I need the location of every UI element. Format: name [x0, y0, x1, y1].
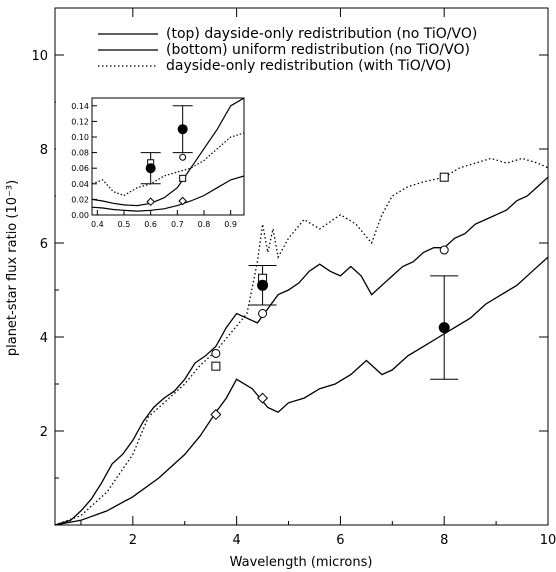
series-top-dayside-no-tio	[54, 176, 549, 526]
inset-y-tick-label: 0.14	[71, 102, 89, 111]
x-axis-label: Wavelength (microns)	[230, 555, 373, 570]
inset-y-tick-label: 0.10	[71, 133, 89, 142]
inset-plot: 0.4 0.5 0.6 0.7 0.8 0.9 0.00 0.02 0.04 0.06 0.08 0.…	[56, 92, 248, 232]
inset-x-tick-label: 0.5	[118, 220, 131, 229]
inset-x-tick-label: 0.4	[91, 220, 104, 229]
open-circle-marker	[258, 309, 268, 318]
inset-y-tick-label: 0.02	[71, 195, 89, 204]
y-tick-label: 4	[40, 331, 48, 346]
open-circle-marker	[179, 153, 187, 161]
inset-y-tick-label: 0.00	[71, 211, 89, 220]
open-circle-marker	[211, 348, 221, 358]
y-tick-label: 10	[31, 49, 48, 64]
inset-y-tick-label: 0.04	[71, 180, 89, 189]
x-tick-label: 6	[336, 533, 344, 548]
legend-entry: dayside-only redistribution (with TiO/VO…	[166, 58, 451, 74]
inset-y-tick-label: 0.08	[71, 149, 89, 158]
legend-entry: (bottom) uniform redistribution (no TiO/…	[166, 42, 470, 58]
main-plot: 2 4 6 8 10 2 4 6 8 10	[31, 7, 556, 548]
x-tick-label: 10	[540, 533, 556, 548]
x-tick-label: 2	[129, 533, 137, 548]
inset-x-tick-label: 0.9	[224, 220, 237, 229]
inset-series-line	[92, 132, 244, 197]
inset-series-line	[92, 98, 244, 207]
inset-x-tick-label: 0.6	[144, 220, 157, 229]
y-axis-label: planet-star flux ratio (10⁻³)	[5, 180, 20, 356]
open-circle-marker	[439, 245, 449, 255]
legend-entry: (top) dayside-only redistribution (no Ti…	[166, 26, 477, 42]
open-square-marker	[439, 172, 449, 182]
y-tick-label: 6	[40, 237, 48, 252]
inset-observation-point	[145, 163, 156, 174]
observation-point	[438, 322, 450, 334]
inset-y-tick-label: 0.06	[71, 164, 89, 173]
inset-x-tick-label: 0.7	[171, 220, 184, 229]
legend: (top) dayside-only redistribution (no Ti…	[98, 26, 477, 74]
x-tick-label: 8	[440, 533, 448, 548]
inset-series-group	[92, 98, 244, 212]
open-diamond-marker	[146, 197, 155, 207]
x-tick-label: 4	[232, 533, 240, 548]
open-square-marker	[211, 361, 221, 371]
observation-point	[257, 279, 269, 291]
inset-series-line	[92, 175, 244, 212]
open-square-marker	[179, 174, 187, 182]
inset-y-tick-label: 0.12	[71, 117, 89, 126]
plot-frame	[54, 7, 549, 526]
open-diamond-marker	[257, 392, 269, 404]
y-tick-label: 2	[40, 425, 48, 440]
y-tick-label: 8	[40, 143, 48, 158]
inset-frame	[91, 97, 245, 216]
inset-observation-point	[177, 124, 188, 135]
open-diamond-marker	[178, 196, 187, 206]
series-bottom-uniform-no-tio	[54, 256, 549, 526]
open-diamond-marker	[210, 409, 222, 421]
inset-x-tick-label: 0.8	[198, 220, 211, 229]
